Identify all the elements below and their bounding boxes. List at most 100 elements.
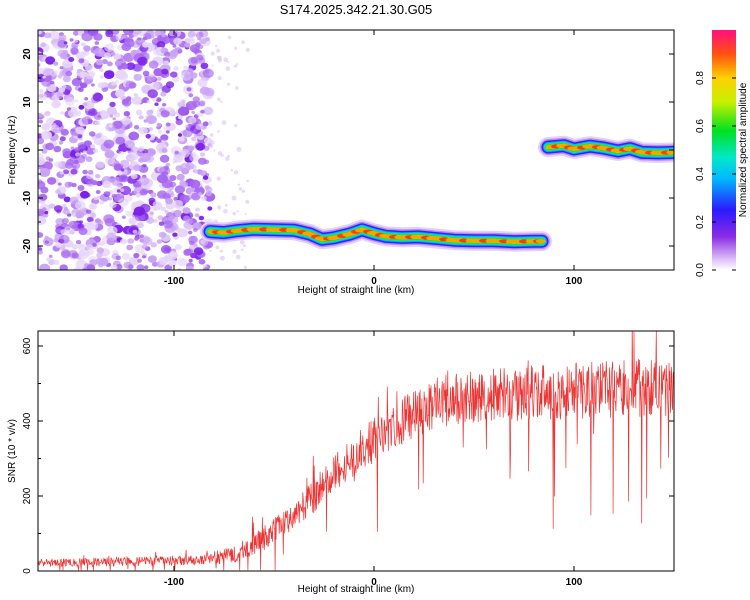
noise-speck	[48, 30, 60, 40]
noise-speck	[95, 133, 102, 139]
noise-speck	[39, 168, 51, 177]
noise-speck	[68, 220, 78, 229]
noise-speck	[70, 146, 75, 150]
noise-speck	[153, 219, 158, 223]
noise-speck	[197, 78, 208, 88]
noise-speck	[178, 115, 183, 120]
noise-speck	[139, 188, 148, 196]
noise-speck	[142, 255, 146, 259]
noise-speck	[188, 116, 197, 124]
noise-speck	[69, 38, 74, 42]
noise-speck	[95, 59, 103, 66]
colorbar-tick-label: 0.0	[695, 263, 706, 277]
noise-speck	[160, 206, 166, 212]
noise-speck	[169, 175, 177, 181]
noise-speck	[184, 42, 191, 48]
noise-speck	[200, 239, 206, 244]
noise-speck	[87, 180, 92, 185]
x-tick-label: -100	[164, 577, 184, 588]
noise-speck	[62, 169, 69, 175]
noise-speck	[71, 252, 79, 259]
noise-speck	[80, 42, 86, 47]
noise-speck	[146, 74, 156, 82]
noise-speck	[234, 46, 238, 50]
noise-speck	[202, 68, 214, 79]
noise-speck	[127, 151, 139, 161]
noise-speck	[217, 151, 222, 156]
noise-speck	[205, 190, 212, 197]
noise-speck	[133, 252, 140, 259]
noise-speck	[217, 76, 222, 81]
noise-speck	[150, 242, 157, 248]
noise-speck	[232, 249, 237, 254]
noise-speck	[94, 41, 100, 45]
x-tick-label: -100	[164, 276, 184, 287]
noise-speck	[227, 35, 232, 40]
noise-speck	[43, 213, 49, 218]
noise-speck	[146, 115, 157, 125]
y-tick-label: 200	[22, 487, 33, 504]
noise-speck	[209, 249, 212, 253]
noise-speck	[112, 117, 116, 121]
x-tick-label: 100	[566, 577, 583, 588]
y-tick-label: -20	[22, 238, 33, 253]
signal-track-2-peak	[666, 150, 674, 155]
noise-speck	[230, 168, 233, 172]
noise-speck	[115, 255, 122, 261]
noise-speck	[121, 117, 131, 125]
noise-speck	[103, 70, 115, 79]
noise-speck	[152, 201, 160, 208]
colorbar-tick-label: 0.6	[695, 119, 706, 133]
noise-speck	[86, 216, 94, 223]
noise-speck	[111, 81, 117, 86]
noise-speck	[167, 51, 177, 60]
noise-speck	[158, 130, 162, 134]
noise-speck	[80, 190, 90, 199]
noise-speck	[40, 186, 49, 194]
noise-speck	[157, 190, 168, 199]
noise-speck	[189, 72, 198, 79]
noise-speck	[165, 81, 175, 89]
noise-speck	[38, 92, 47, 101]
noise-speck	[200, 170, 208, 177]
snr-series-line	[38, 331, 674, 571]
noise-speck	[74, 147, 80, 153]
noise-speck	[78, 87, 84, 92]
noise-speck	[234, 124, 238, 128]
noise-speck	[135, 109, 143, 116]
noise-speck	[60, 229, 67, 235]
noise-speck	[99, 75, 104, 79]
noise-speck	[177, 49, 183, 54]
snr-frame	[37, 330, 675, 572]
noise-speck	[124, 194, 133, 202]
snr-axes: -100 0 100 0 200 400 600	[22, 331, 674, 588]
noise-speck	[159, 166, 171, 176]
noise-speck	[91, 83, 95, 87]
noise-speck	[59, 171, 64, 175]
noise-speck	[99, 220, 104, 225]
noise-speck	[198, 44, 204, 49]
noise-speck	[146, 109, 154, 116]
noise-speck	[120, 159, 130, 168]
noise-speck	[92, 242, 97, 247]
noise-speck	[175, 119, 183, 126]
noise-speck	[73, 39, 78, 43]
noise-speck	[121, 215, 126, 219]
noise-speck	[204, 185, 210, 190]
noise-speck	[156, 41, 166, 49]
noise-speck	[135, 193, 141, 198]
noise-speck	[83, 222, 91, 229]
noise-speck	[99, 110, 109, 118]
noise-speck	[61, 250, 71, 259]
noise-speck	[207, 206, 213, 211]
noise-speck	[174, 244, 182, 251]
noise-speck	[159, 154, 170, 163]
noise-speck	[128, 256, 140, 266]
noise-speck	[185, 265, 194, 270]
noise-speck	[123, 38, 135, 48]
noise-speck	[77, 142, 87, 150]
noise-speck	[58, 34, 67, 42]
noise-speck	[38, 250, 43, 255]
noise-speck	[39, 263, 51, 270]
noise-speck	[44, 111, 51, 116]
